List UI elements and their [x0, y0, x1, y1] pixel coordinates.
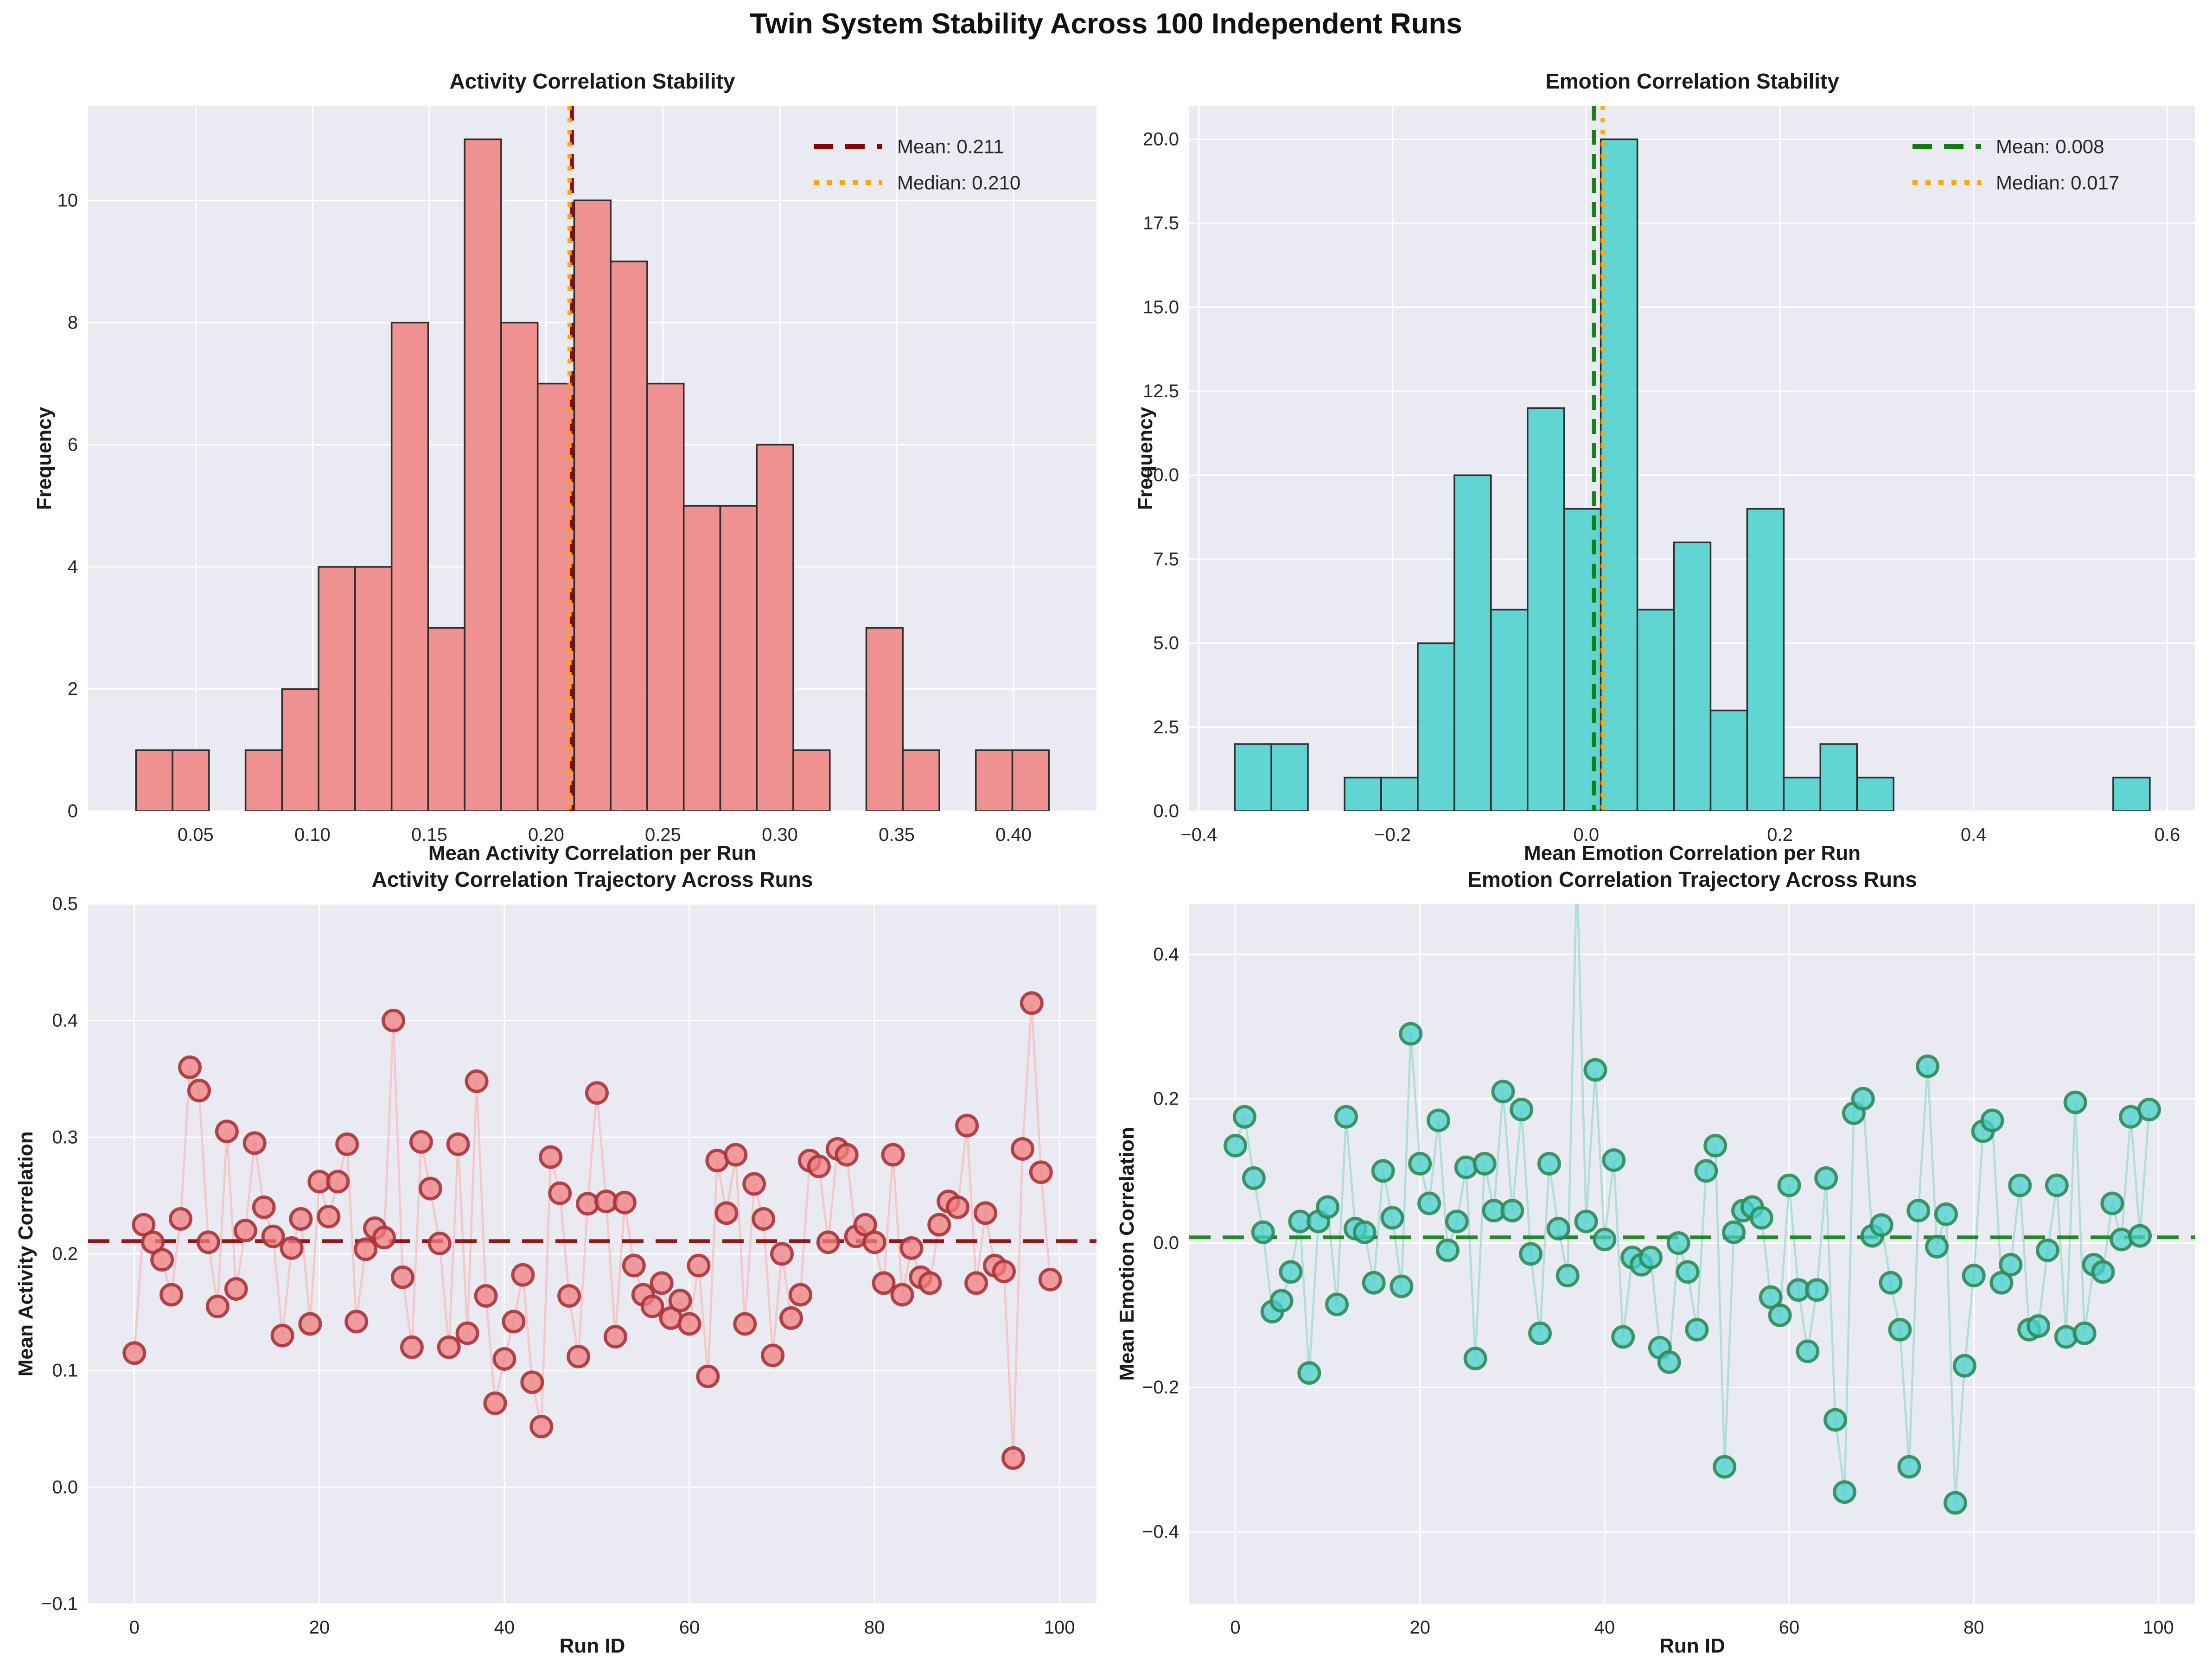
svg-text:8: 8 — [68, 312, 78, 333]
svg-text:0.6: 0.6 — [2155, 825, 2180, 845]
svg-text:−0.2: −0.2 — [1142, 1377, 1179, 1398]
svg-text:15.0: 15.0 — [1143, 297, 1179, 318]
plot-data-0 — [135, 106, 1050, 811]
figure-title: Twin System Stability Across 100 Indepen… — [750, 8, 1462, 40]
histogram-bars-1 — [1234, 138, 2151, 811]
svg-text:60: 60 — [1779, 1617, 1800, 1638]
svg-text:0.3: 0.3 — [52, 1127, 78, 1147]
x-axis-label-emotion-trajectory: Run ID — [1659, 1634, 1725, 1657]
panel-title-emotion-trajectory: Emotion Correlation Trajectory Across Ru… — [1467, 867, 1917, 891]
svg-text:2.5: 2.5 — [1153, 717, 1179, 738]
x-tick-labels-2: 0 20 40 60 80 100 — [129, 1617, 1075, 1638]
grid-3 — [1189, 904, 2195, 1604]
svg-text:0.2: 0.2 — [1767, 825, 1793, 845]
svg-text:0: 0 — [68, 801, 78, 821]
svg-text:5.0: 5.0 — [1153, 633, 1179, 654]
y-tick-labels-1: 0.0 2.5 5.0 7.5 10.0 12.5 15.0 17.5 20.0 — [1143, 129, 1179, 821]
y-tick-labels-3: −0.4 −0.2 0.0 0.2 0.4 — [1142, 944, 1179, 1542]
markers-2 — [122, 991, 1062, 1470]
svg-text:−0.1: −0.1 — [41, 1594, 78, 1614]
y-tick-labels-0: 0 2 4 6 8 10 — [57, 190, 78, 821]
svg-text:0.0: 0.0 — [1153, 801, 1179, 821]
x-tick-labels-0: 0.05 0.10 0.15 0.20 0.25 0.30 0.35 0.40 — [178, 825, 1032, 845]
svg-text:0.40: 0.40 — [995, 825, 1032, 845]
panel-title-emotion-histogram: Emotion Correlation Stability — [1545, 69, 1839, 93]
x-axis-label-activity-histogram: Mean Activity Correlation per Run — [428, 842, 757, 865]
svg-text:60: 60 — [679, 1617, 700, 1638]
svg-text:−0.4: −0.4 — [1180, 825, 1217, 845]
trajectory-line-3 — [1234, 904, 2150, 1503]
plot-background-3 — [1189, 904, 2195, 1604]
y-tick-labels-2: −0.1 0.0 0.1 0.2 0.3 0.4 0.5 — [41, 894, 78, 1614]
legend-label-0-1: Median: 0.210 — [897, 172, 1020, 194]
panel-title-activity-histogram: Activity Correlation Stability — [449, 69, 735, 93]
svg-text:0: 0 — [1230, 1617, 1240, 1638]
x-tick-labels-3: 0 20 40 60 80 100 — [1230, 1617, 2174, 1638]
svg-text:0.0: 0.0 — [1573, 825, 1599, 845]
plot-data-1 — [1234, 106, 2151, 811]
plot-data-3 — [1189, 904, 2195, 1515]
x-axis-label-emotion-histogram: Mean Emotion Correlation per Run — [1524, 842, 1861, 865]
legend-label-0-0: Mean: 0.211 — [897, 136, 1004, 158]
svg-text:0.35: 0.35 — [879, 825, 915, 845]
svg-text:4: 4 — [68, 557, 78, 577]
svg-text:0.20: 0.20 — [528, 825, 564, 845]
svg-text:0.4: 0.4 — [1961, 825, 1987, 845]
svg-text:40: 40 — [1594, 1617, 1615, 1638]
x-axis-label-activity-trajectory: Run ID — [559, 1634, 625, 1657]
svg-text:2: 2 — [68, 679, 78, 699]
svg-text:0: 0 — [129, 1617, 140, 1638]
legend-label-1-0: Mean: 0.008 — [1996, 136, 2104, 158]
svg-text:10: 10 — [57, 190, 78, 210]
svg-text:6: 6 — [68, 434, 78, 455]
svg-text:20: 20 — [1409, 1617, 1430, 1638]
svg-text:0.2: 0.2 — [52, 1244, 78, 1264]
svg-text:0.1: 0.1 — [52, 1361, 78, 1381]
svg-text:0.25: 0.25 — [645, 825, 681, 845]
svg-text:0.5: 0.5 — [52, 894, 78, 914]
svg-text:0.15: 0.15 — [411, 825, 447, 845]
svg-text:0.30: 0.30 — [762, 825, 798, 845]
svg-text:−0.4: −0.4 — [1142, 1521, 1179, 1542]
legend-0: Mean: 0.211 Median: 0.210 — [814, 136, 1020, 194]
svg-text:−0.2: −0.2 — [1374, 825, 1411, 845]
legend-1: Mean: 0.008 Median: 0.017 — [1912, 136, 2119, 194]
y-axis-label-activity-histogram: Frequency — [33, 407, 56, 510]
svg-text:20: 20 — [309, 1617, 330, 1638]
svg-text:0.0: 0.0 — [52, 1477, 78, 1497]
y-axis-label-emotion-histogram: Frequency — [1134, 407, 1157, 510]
svg-text:0.10: 0.10 — [294, 825, 331, 845]
markers-3 — [1224, 1022, 2161, 1515]
svg-text:0.4: 0.4 — [1153, 944, 1179, 965]
y-axis-label-emotion-trajectory: Mean Emotion Correlation — [1116, 1127, 1138, 1381]
svg-text:20.0: 20.0 — [1143, 129, 1179, 149]
svg-text:100: 100 — [1044, 1617, 1075, 1638]
panel-title-activity-trajectory: Activity Correlation Trajectory Across R… — [371, 867, 813, 891]
svg-text:80: 80 — [1963, 1617, 1984, 1638]
svg-text:0.05: 0.05 — [178, 825, 214, 845]
legend-label-1-1: Median: 0.017 — [1996, 172, 2119, 194]
histogram-bars-0 — [135, 138, 1050, 811]
svg-text:80: 80 — [864, 1617, 885, 1638]
svg-text:12.5: 12.5 — [1143, 381, 1179, 401]
svg-text:100: 100 — [2143, 1617, 2174, 1638]
svg-text:10.0: 10.0 — [1143, 465, 1179, 485]
svg-text:40: 40 — [494, 1617, 515, 1638]
trajectory-line-2 — [133, 1003, 1052, 1458]
y-axis-label-activity-trajectory: Mean Activity Correlation — [14, 1131, 37, 1377]
svg-text:0.2: 0.2 — [1153, 1088, 1179, 1109]
svg-text:17.5: 17.5 — [1143, 213, 1179, 234]
grid-2 — [88, 903, 1096, 1605]
svg-text:0.4: 0.4 — [52, 1011, 78, 1031]
svg-text:0.0: 0.0 — [1153, 1233, 1179, 1253]
plot-data-2 — [88, 991, 1096, 1470]
x-tick-labels-1: −0.4 −0.2 0.0 0.2 0.4 0.6 — [1180, 825, 2180, 845]
svg-text:7.5: 7.5 — [1153, 549, 1179, 569]
